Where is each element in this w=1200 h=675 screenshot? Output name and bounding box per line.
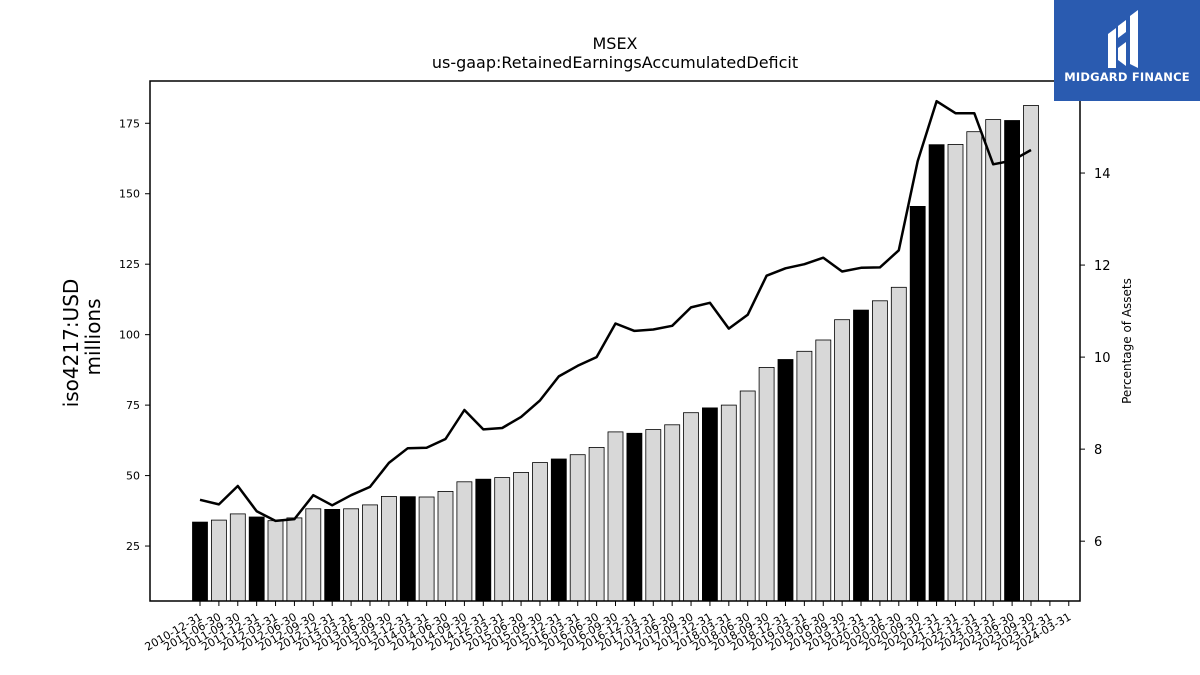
brand-logo: MIDGARD FINANCE (1054, 0, 1200, 101)
y2-tick-label: 10 (1094, 351, 1111, 366)
y-tick-label: 175 (119, 117, 140, 130)
bar (664, 424, 681, 602)
bar (739, 390, 756, 602)
bar (626, 432, 643, 602)
y-tick-label: 100 (119, 329, 140, 342)
bar (267, 520, 284, 602)
y-axis-label-units: millions (81, 298, 105, 375)
y2-tick-label: 6 (1094, 535, 1102, 550)
bar (1004, 120, 1020, 602)
bar (966, 131, 983, 602)
bar (702, 407, 718, 602)
bar (834, 319, 850, 602)
bar (645, 429, 662, 602)
bar (550, 458, 567, 602)
bar (758, 366, 775, 602)
bar (418, 496, 435, 602)
bar (947, 143, 964, 602)
bar (362, 504, 378, 602)
x-axis: 2010-12-312011-06-302011-09-302011-12-31… (143, 601, 1073, 654)
bar (192, 521, 208, 602)
bar (248, 516, 265, 602)
bar-group (192, 105, 1039, 602)
y-tick-label: 150 (119, 188, 140, 201)
bar (720, 404, 737, 602)
y-tick-label: 75 (126, 399, 140, 412)
bar (853, 309, 869, 602)
bar (456, 481, 473, 602)
bar (569, 454, 586, 602)
y-tick-label: 50 (126, 470, 140, 483)
bar (532, 462, 548, 602)
y2-tick-label: 8 (1094, 443, 1102, 458)
y2-tick-label: 14 (1094, 167, 1111, 182)
bar (475, 478, 492, 602)
y2-tick-label: 12 (1094, 259, 1111, 274)
y2-axis-label: Percentage of Assets (1120, 278, 1134, 404)
bar (909, 205, 926, 602)
bar (796, 350, 813, 602)
y-axis-left: 25 50 75 100 125 150 175 (119, 117, 150, 553)
bar (343, 508, 360, 602)
bar (513, 472, 529, 602)
line-group (199, 99, 1032, 523)
bar (588, 446, 605, 602)
bar (607, 431, 624, 602)
bar (437, 490, 454, 602)
logo-mark-icon (1108, 10, 1138, 68)
y-axis-right: 6 8 10 12 14 (1080, 167, 1111, 550)
bar (890, 286, 907, 602)
bar (815, 339, 832, 602)
y-axis-label: iso4217:USD (59, 279, 83, 408)
brand-name: MIDGARD FINANCE (1064, 70, 1190, 84)
bar (872, 300, 888, 602)
bar (229, 513, 246, 602)
bar (985, 119, 1002, 602)
y-tick-label: 25 (126, 540, 140, 553)
bar (928, 144, 945, 602)
bar (494, 477, 511, 602)
bar (399, 496, 416, 602)
bar (777, 359, 794, 602)
y-tick-label: 125 (119, 258, 140, 271)
bar (210, 519, 227, 602)
bar (324, 508, 341, 602)
chart-title: MSEX (592, 34, 637, 53)
bar (305, 508, 322, 602)
chart-subtitle: us-gaap:RetainedEarningsAccumulatedDefic… (432, 53, 798, 72)
bar (380, 495, 397, 602)
bar (683, 412, 699, 602)
bar (1023, 105, 1039, 602)
bar (286, 517, 303, 602)
